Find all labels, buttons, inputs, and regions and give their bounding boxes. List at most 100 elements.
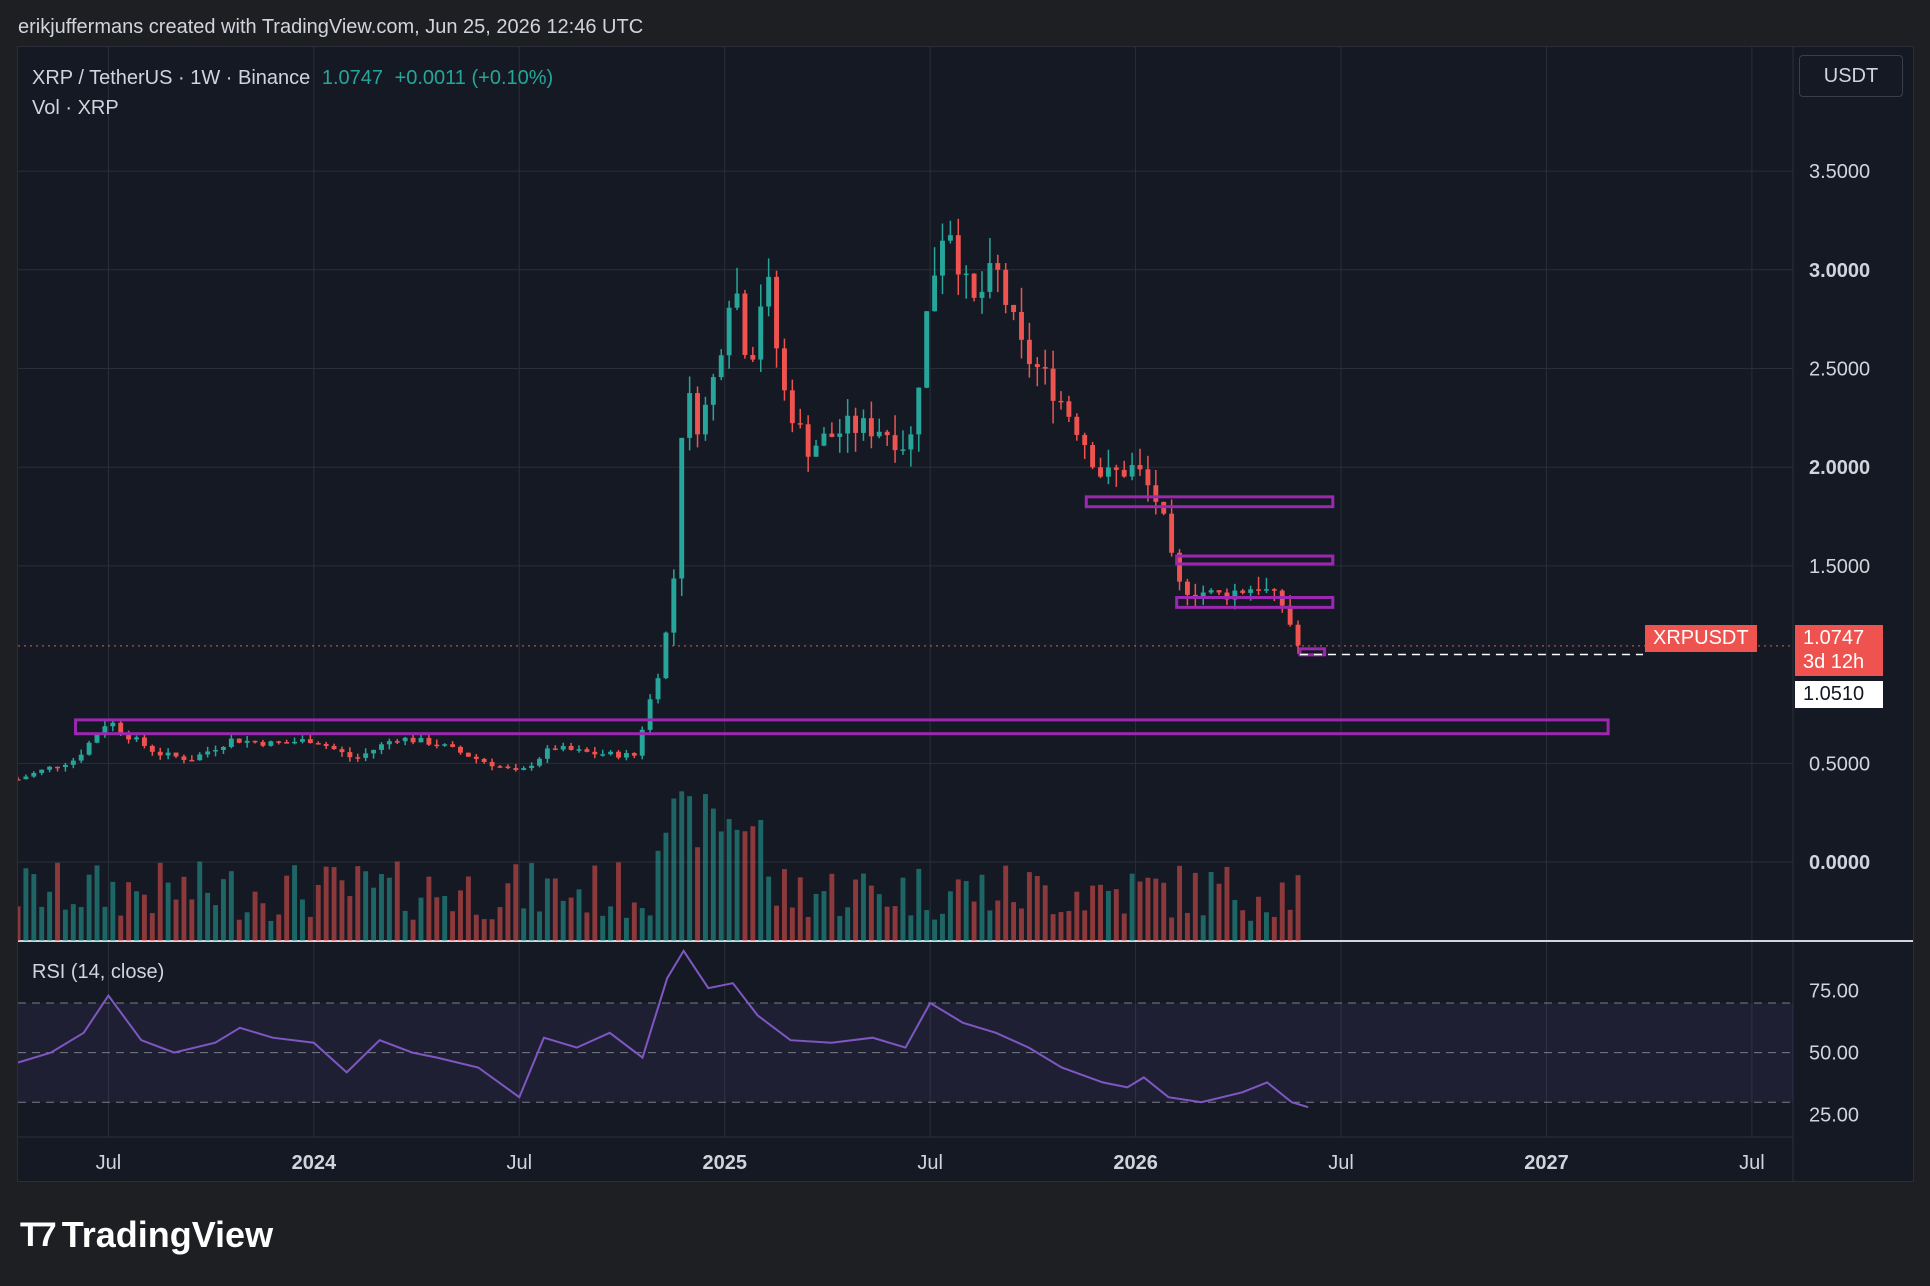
- candle-body: [671, 578, 677, 633]
- candle-body: [963, 273, 969, 276]
- candle-body: [884, 431, 890, 436]
- candle-body: [55, 766, 60, 769]
- volume-bar: [394, 861, 400, 941]
- candle-body: [1240, 590, 1246, 593]
- candle-body: [252, 740, 258, 743]
- candle-body: [70, 760, 76, 765]
- volume-bar: [1169, 917, 1175, 941]
- last-price-tag: 1.0747: [1795, 625, 1883, 652]
- candle-body: [473, 756, 479, 759]
- candle-body: [23, 776, 29, 780]
- volume-bar: [900, 877, 906, 941]
- candle-body: [18, 779, 21, 781]
- candle-body: [853, 415, 859, 433]
- candle-body: [165, 752, 171, 756]
- volume-bar: [126, 882, 132, 941]
- volume-bar: [608, 906, 614, 941]
- candle-body: [1058, 400, 1064, 403]
- candle-body: [781, 348, 787, 391]
- candle-body: [410, 737, 416, 743]
- volume-bar: [781, 869, 787, 941]
- volume-bar: [1121, 913, 1127, 941]
- candle-body: [205, 751, 211, 755]
- candle-body: [1287, 605, 1293, 625]
- candle-body: [1192, 594, 1198, 597]
- volume-bar: [687, 796, 693, 941]
- volume-bar: [568, 897, 574, 941]
- candle-body: [1177, 552, 1182, 582]
- price-tick-label: 2.5000: [1809, 359, 1870, 381]
- volume-bar: [1240, 910, 1246, 941]
- candle-body: [1098, 467, 1103, 477]
- volume-bar: [118, 915, 124, 941]
- volume-bar: [181, 876, 187, 941]
- candle-body: [750, 354, 756, 360]
- volume-bar: [236, 919, 242, 941]
- candle-body: [268, 741, 274, 746]
- currency-button[interactable]: USDT: [1799, 55, 1903, 97]
- volume-bar: [473, 914, 479, 941]
- candle-body: [228, 738, 234, 747]
- support-zone: [1298, 647, 1327, 657]
- chart-panel[interactable]: 3.5000 3.0000 2.5000 2.0000 1.5000 0.5000 0.00…: [17, 46, 1914, 1182]
- candle-body: [489, 761, 495, 767]
- price-tick-label: 3.0000: [1809, 260, 1870, 282]
- volume-bar: [363, 871, 369, 941]
- candle-body: [189, 759, 195, 762]
- volume-bar: [284, 875, 290, 941]
- volume-bar: [631, 902, 637, 941]
- time-tick-label: Jul: [506, 1152, 532, 1174]
- candle-body: [1121, 469, 1127, 477]
- rsi-tick-label: 75.00: [1809, 981, 1859, 1003]
- volume-bar: [458, 890, 463, 941]
- candle-body: [924, 311, 930, 388]
- candle-body: [687, 393, 693, 438]
- candle-body: [679, 437, 685, 579]
- volume-bar: [205, 892, 211, 941]
- candle-body: [774, 276, 779, 349]
- volume-bar: [742, 831, 748, 941]
- volume-bar: [789, 907, 795, 941]
- volume-bar: [386, 877, 392, 941]
- candle-body: [868, 418, 874, 437]
- candle-body: [1129, 465, 1135, 477]
- support-zone: [1084, 495, 1335, 509]
- candle-body: [1256, 589, 1261, 591]
- candle-body: [450, 744, 456, 747]
- volume-bar: [1263, 912, 1269, 941]
- candle-body: [402, 737, 408, 742]
- candle-body: [1074, 416, 1080, 435]
- candle-body: [481, 758, 487, 762]
- candle-body: [307, 739, 313, 744]
- volume-bar: [513, 864, 519, 941]
- volume-bar: [774, 905, 779, 941]
- volume-bar: [521, 908, 527, 941]
- volume-bar: [55, 862, 60, 941]
- volume-bar: [260, 903, 266, 941]
- volume-bar: [529, 863, 535, 941]
- volume-bar: [323, 866, 329, 941]
- volume-bar: [734, 829, 740, 941]
- volume-bar: [758, 820, 764, 941]
- candle-body: [940, 240, 945, 276]
- volume-bar: [39, 906, 45, 941]
- volume-bar: [197, 861, 203, 941]
- rsi-legend: RSI (14, close): [32, 961, 165, 983]
- candle-body: [1271, 589, 1277, 591]
- candle-body: [78, 754, 84, 761]
- candle-body: [363, 753, 369, 758]
- volume-bar: [947, 891, 953, 941]
- volume-bar: [916, 868, 922, 941]
- time-tick-label: 2025: [702, 1152, 747, 1174]
- candle-body: [592, 751, 598, 755]
- candle-body: [1011, 304, 1017, 313]
- volume-bar: [1050, 914, 1056, 941]
- chart-canvas[interactable]: 3.5000 3.0000 2.5000 2.0000 1.5000 0.5000 0.00…: [18, 47, 1913, 1181]
- candle-body: [837, 433, 843, 437]
- volume-bar: [1066, 911, 1072, 941]
- candle-body: [236, 738, 242, 743]
- candle-body: [442, 744, 448, 746]
- candle-body: [702, 404, 708, 435]
- rsi-tick-label: 50.00: [1809, 1043, 1859, 1065]
- time-tick-label: 2026: [1113, 1152, 1158, 1174]
